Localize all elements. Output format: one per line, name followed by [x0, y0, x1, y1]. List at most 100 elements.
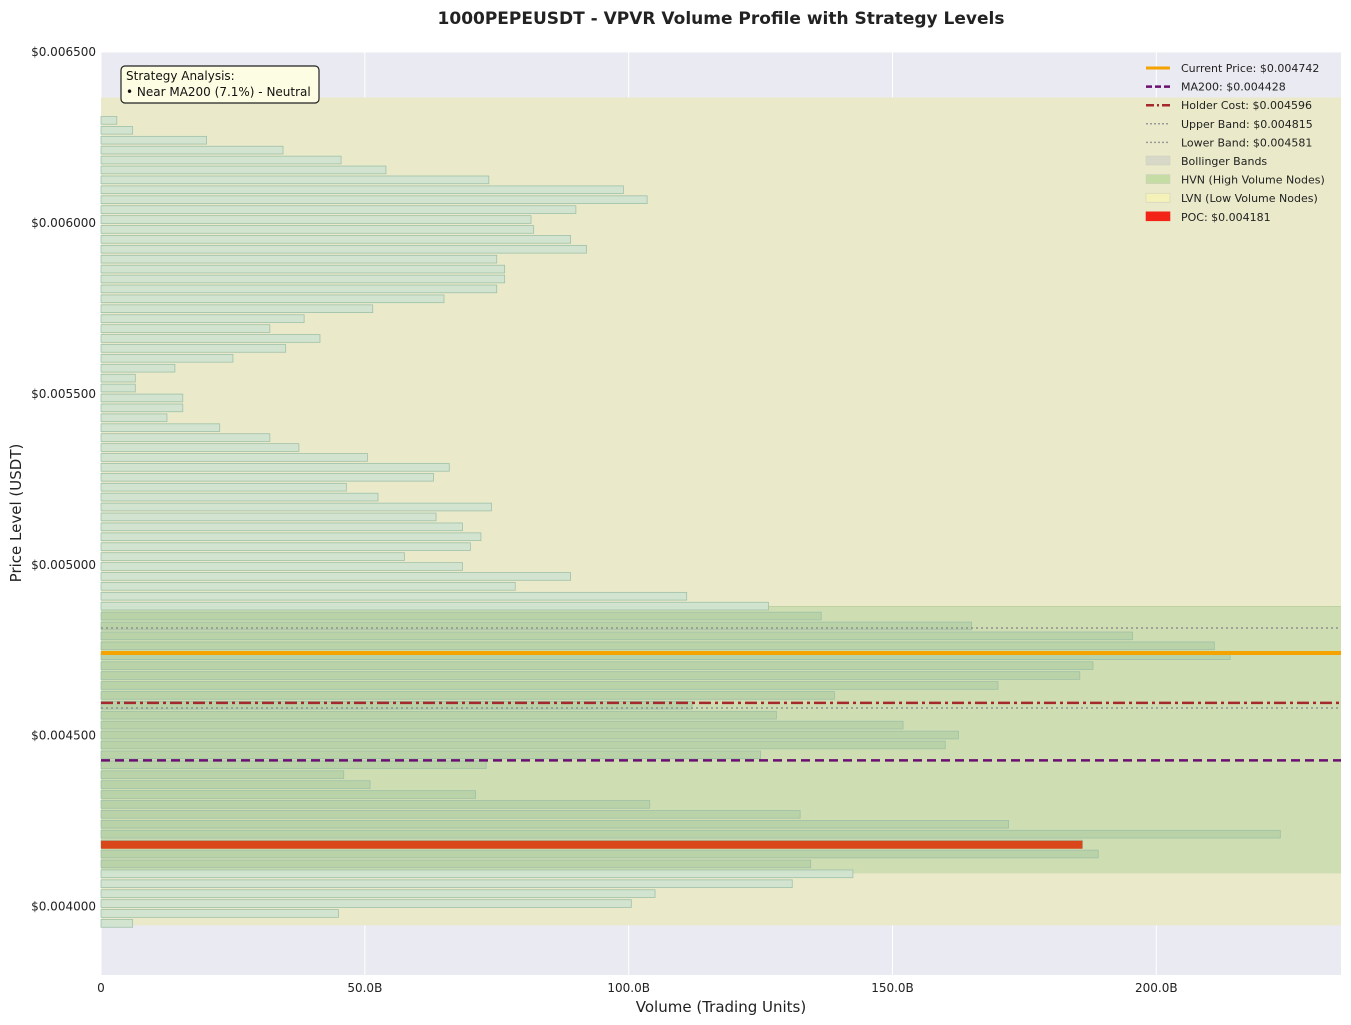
volume-bar	[100, 740, 946, 750]
volume-bar	[100, 413, 168, 423]
volume-bar	[100, 800, 651, 809]
annotation-title: Strategy Analysis:	[126, 69, 235, 83]
x-tick-label: 50.0B	[347, 981, 382, 995]
legend-label: MA200: $0.004428	[1181, 81, 1286, 94]
volume-bar	[100, 354, 234, 363]
volume-bar	[100, 492, 379, 502]
volume-bar	[100, 314, 305, 323]
volume-bar	[100, 621, 973, 631]
x-tick-label: 150.0B	[871, 981, 914, 995]
volume-bar	[100, 324, 271, 333]
volume-bar	[100, 582, 516, 591]
y-tick-label: $0.005500	[31, 387, 96, 401]
annotation-box	[120, 65, 320, 104]
legend-item: Holder Cost: $0.004596	[1146, 99, 1312, 112]
legend-swatch	[1145, 155, 1171, 166]
volume-bar	[100, 135, 207, 145]
chart-title: 1000PEPEUSDT - VPVR Volume Profile with …	[438, 9, 1005, 29]
volume-bar	[100, 730, 959, 740]
volume-bar	[100, 720, 904, 730]
volume-bar	[100, 770, 345, 779]
plot-area	[100, 51, 1341, 975]
volume-bar	[100, 819, 1009, 829]
legend-label: HVN (High Volume Nodes)	[1181, 174, 1325, 187]
volume-bar	[100, 562, 463, 571]
volume-bar	[100, 919, 134, 928]
legend-swatch	[1145, 211, 1171, 222]
volume-bar	[100, 681, 999, 690]
volume-bar	[100, 254, 498, 264]
volume-bar	[100, 661, 1094, 670]
volume-bar	[100, 542, 471, 551]
legend: Current Price: $0.004742 MA200: $0.004428…	[1145, 62, 1325, 224]
volume-bar	[100, 145, 284, 155]
volume-bar	[100, 215, 532, 224]
volume-bar	[100, 780, 371, 789]
x-axis-ticks: 0 50.0B 100.0B 150.0B 200.0B	[97, 981, 1177, 995]
y-tick-label: $0.006500	[31, 45, 96, 59]
volume-bar	[100, 235, 572, 244]
legend-label: Lower Band: $0.004581	[1181, 136, 1312, 149]
volume-bar	[100, 304, 374, 313]
legend-item: Bollinger Bands	[1145, 155, 1267, 168]
x-tick-label: 100.0B	[607, 981, 650, 995]
x-axis-label: Volume (Trading Units)	[636, 998, 806, 1016]
x-tick-label: 200.0B	[1135, 981, 1178, 995]
annotation-line: • Near MA200 (7.1%) - Neutral	[126, 85, 311, 99]
volume-bar	[100, 244, 587, 254]
legend-swatch	[1145, 192, 1171, 203]
volume-bar	[100, 849, 1099, 859]
volume-bar	[100, 572, 572, 581]
volume-bar	[100, 790, 477, 799]
volume-bar	[100, 334, 321, 343]
volume-bar	[100, 463, 450, 472]
legend-item: Lower Band: $0.004581	[1146, 136, 1312, 149]
volume-bar	[100, 383, 136, 393]
volume-bar	[100, 641, 1215, 651]
volume-bar	[100, 671, 1081, 680]
legend-item: Upper Band: $0.004815	[1146, 118, 1313, 131]
legend-swatch	[1145, 174, 1171, 184]
volume-bar	[100, 116, 118, 125]
strategy-levels	[101, 627, 1341, 849]
volume-bar	[100, 829, 1281, 839]
volume-bar	[100, 899, 632, 908]
legend-item: Current Price: $0.004742	[1146, 62, 1319, 75]
volume-bar	[100, 155, 342, 165]
legend-label: Upper Band: $0.004815	[1181, 118, 1313, 131]
y-axis-ticks: $0.004000 $0.004500 $0.005000 $0.005500 $0.0…	[31, 45, 96, 914]
volume-bar	[100, 403, 184, 413]
volume-bar	[100, 879, 793, 888]
volume-bar	[100, 294, 445, 304]
volume-bar	[100, 859, 812, 869]
volume-bar	[100, 512, 437, 522]
volume-bar	[100, 126, 134, 135]
volume-bar	[100, 393, 184, 403]
volume-bar	[100, 532, 482, 542]
volume-bar	[100, 284, 498, 294]
volume-bar	[100, 909, 339, 918]
volume-bar	[100, 423, 221, 432]
y-tick-label: $0.004000	[31, 900, 96, 914]
legend-label: POC: $0.004181	[1181, 211, 1271, 224]
volume-bar	[100, 195, 648, 204]
volume-bar	[100, 591, 688, 601]
y-tick-label: $0.004500	[31, 729, 96, 743]
volume-bar	[100, 760, 487, 770]
volume-bar	[100, 869, 854, 879]
legend-item: LVN (Low Volume Nodes)	[1145, 192, 1318, 205]
volume-bar	[100, 373, 136, 383]
volume-bar	[100, 750, 761, 760]
volume-bar	[100, 175, 490, 185]
volume-bar	[100, 344, 287, 353]
volume-bar	[100, 264, 506, 274]
legend-label: LVN (Low Volume Nodes)	[1181, 192, 1318, 205]
x-tick-label: 0	[97, 981, 105, 995]
volume-bar	[100, 472, 434, 482]
legend-item: MA200: $0.004428	[1146, 81, 1286, 94]
volume-bar	[100, 611, 822, 621]
legend-item: HVN (High Volume Nodes)	[1145, 174, 1325, 187]
volume-bar	[100, 810, 801, 819]
volume-bar	[100, 165, 387, 175]
